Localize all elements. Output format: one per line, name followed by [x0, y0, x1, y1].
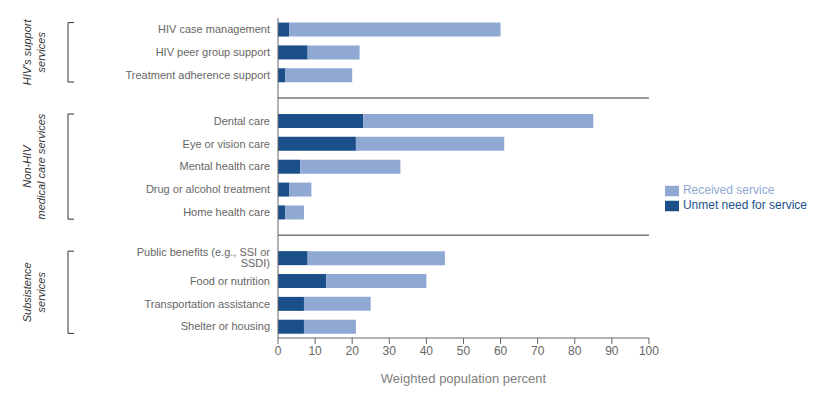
html-text:Unmet need for service: Unmet need for service [682, 198, 807, 212]
svg-text:Non-HIVmedical care services: Non-HIVmedical care services [21, 113, 46, 219]
svg-text:60: 60 [494, 344, 508, 358]
svg-text:HIV peer group support: HIV peer group support [156, 46, 270, 58]
svg-text:Subsistenceservices: Subsistenceservices [21, 262, 46, 322]
svg-text:20: 20 [346, 344, 360, 358]
svg-text:Public benefits (e.g., SSI orS: Public benefits (e.g., SSI orSSDI) [137, 246, 271, 269]
svg-text:Drug or alcohol treatment: Drug or alcohol treatment [146, 183, 270, 195]
svg-text:HIV's supportservices: HIV's supportservices [21, 19, 46, 86]
svg-text:Shelter or housing: Shelter or housing [181, 320, 270, 332]
svg-text:Weighted population percent: Weighted population percent [381, 371, 547, 386]
svg-text:Transportation assistance: Transportation assistance [144, 298, 270, 310]
svg-text:100: 100 [639, 344, 659, 358]
svg-text:50: 50 [457, 344, 471, 358]
svg-text:Eye or vision care: Eye or vision care [183, 138, 270, 150]
svg-text:Treatment adherence support: Treatment adherence support [125, 69, 270, 81]
svg-text:0: 0 [275, 344, 282, 358]
svg-text:90: 90 [605, 344, 619, 358]
svg-text:70: 70 [531, 344, 545, 358]
svg-text:80: 80 [568, 344, 582, 358]
svg-text:40: 40 [420, 344, 434, 358]
svg-text:HIV case management: HIV case management [158, 23, 270, 35]
svg-text:Food or nutrition: Food or nutrition [190, 275, 270, 287]
svg-text:Dental care: Dental care [214, 115, 270, 127]
svg-text:10: 10 [308, 344, 322, 358]
svg-text:Mental health care: Mental health care [180, 160, 271, 172]
svg-text:30: 30 [383, 344, 397, 358]
html-text:Received service: Received service [682, 183, 775, 198]
svg-text:Home health care: Home health care [183, 206, 270, 218]
